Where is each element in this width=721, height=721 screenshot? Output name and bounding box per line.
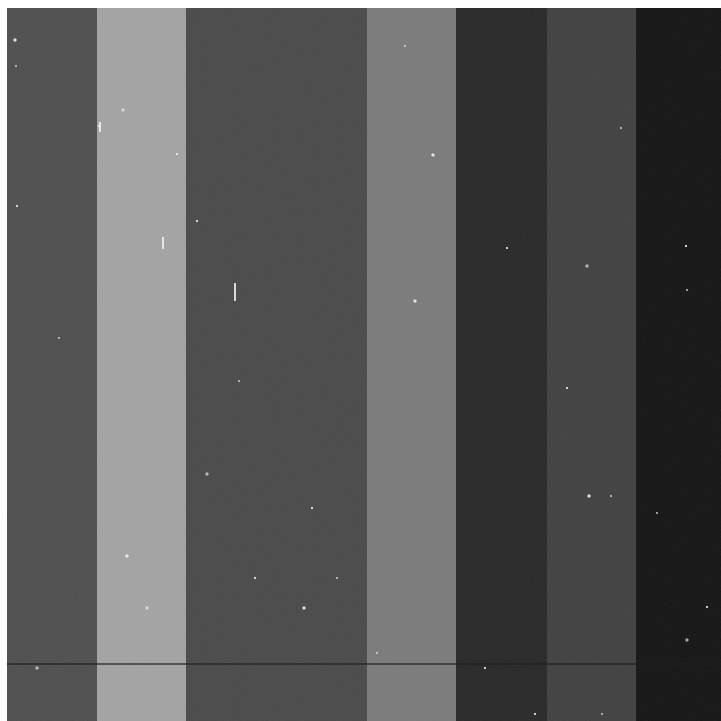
star-speck — [609, 494, 613, 498]
star-speck — [705, 605, 709, 609]
star-speck — [195, 219, 199, 223]
star-speck — [145, 606, 149, 610]
star-speck — [205, 472, 209, 476]
star-speck — [57, 336, 61, 340]
star-speck — [685, 288, 689, 292]
star-speck — [533, 712, 537, 716]
star-speck — [302, 606, 306, 610]
star-speck — [14, 64, 18, 68]
star-speck — [35, 666, 39, 670]
star-speck — [684, 244, 688, 248]
noise-grain — [7, 8, 721, 721]
star-speck — [15, 204, 19, 208]
star-speck — [585, 264, 589, 268]
star-speck — [600, 712, 604, 716]
star-speck — [375, 651, 379, 655]
star-speck — [431, 153, 435, 157]
star-specks — [13, 38, 709, 716]
bright-streak — [162, 237, 164, 249]
detector-image-canvas — [7, 8, 721, 721]
bright-streak — [234, 283, 236, 301]
star-speck — [685, 638, 689, 642]
star-speck — [483, 666, 487, 670]
star-speck — [655, 511, 659, 515]
star-speck — [175, 152, 179, 156]
star-speck — [121, 108, 125, 112]
star-speck — [335, 576, 339, 580]
star-speck — [505, 246, 509, 250]
star-speck — [565, 386, 569, 390]
bright-streak — [99, 122, 101, 132]
star-speck — [619, 126, 623, 130]
detector-image — [7, 8, 721, 721]
star-speck — [587, 494, 591, 498]
star-speck — [403, 44, 407, 48]
star-speck — [125, 554, 129, 558]
star-speck — [13, 38, 17, 42]
star-speck — [413, 299, 417, 303]
star-speck — [310, 506, 314, 510]
star-speck — [253, 576, 257, 580]
star-speck — [237, 379, 241, 383]
